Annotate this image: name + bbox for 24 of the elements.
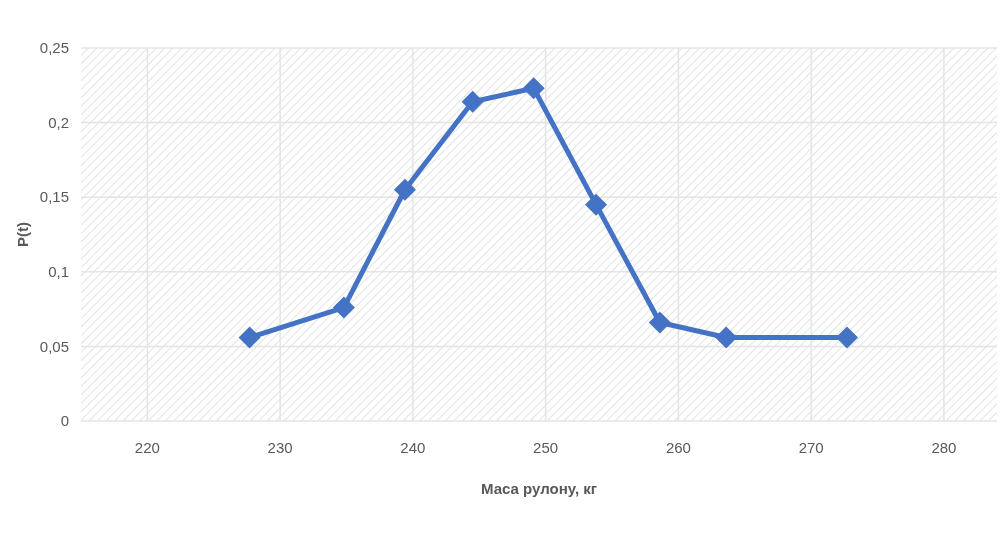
x-tick-label: 260	[665, 439, 691, 456]
y-tick-label: 0,15	[39, 188, 69, 206]
y-tick-label: 0	[60, 412, 69, 430]
y-tick-label: 0,1	[48, 263, 69, 281]
point	[585, 193, 608, 216]
point	[648, 311, 671, 334]
point	[393, 178, 416, 201]
point	[332, 296, 355, 319]
y-tick-label: 0,2	[48, 113, 69, 131]
x-tick-label: 220	[134, 439, 160, 456]
y-tick-label: 0,05	[39, 337, 69, 355]
point	[522, 77, 545, 100]
x-tick-label: 250	[533, 439, 559, 456]
x-tick-label: 270	[798, 439, 824, 456]
x-tick-label: 280	[931, 439, 957, 456]
x-axis-title: Маса рулону, кг	[480, 480, 598, 497]
x-tick-label: 230	[267, 439, 293, 456]
point	[238, 326, 261, 349]
point	[835, 326, 858, 349]
x-tick-label: 240	[400, 439, 426, 456]
point	[461, 90, 484, 113]
y-tick-label: 0,25	[39, 39, 69, 57]
point	[715, 326, 738, 349]
y-axis-title: P(t)	[14, 222, 31, 247]
